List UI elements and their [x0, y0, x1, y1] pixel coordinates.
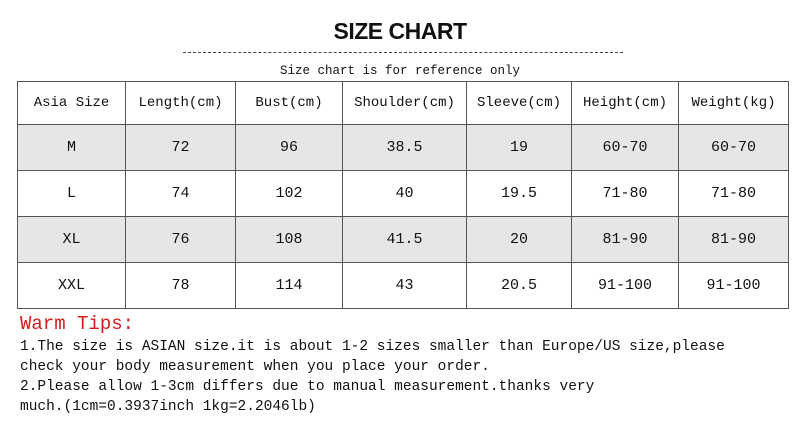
table-cell: 91-100 — [678, 262, 789, 309]
size-table: Asia Size Length(cm) Bust(cm) Shoulder(c… — [17, 81, 789, 309]
table-cell: 91-100 — [571, 262, 679, 309]
dashed-divider — [183, 52, 623, 53]
table-cell: XL — [17, 216, 126, 263]
subtitle: Size chart is for reference only — [279, 64, 521, 78]
table-cell: 20.5 — [466, 262, 572, 309]
table-cell: 76 — [125, 216, 236, 263]
table-cell: 78 — [125, 262, 236, 309]
column-header: Bust(cm) — [235, 81, 343, 125]
page-title: SIZE CHART — [333, 18, 468, 44]
table-cell: XXL — [17, 262, 126, 309]
table-row: XXL 78 114 43 20.5 91-100 91-100 — [17, 262, 789, 309]
table-cell: 43 — [342, 262, 467, 309]
table-cell: M — [17, 124, 126, 171]
column-header: Asia Size — [17, 81, 126, 125]
column-header: Shoulder(cm) — [342, 81, 467, 125]
warm-tips-heading: Warm Tips: — [20, 313, 135, 335]
table-cell: 81-90 — [571, 216, 679, 263]
table-row: M 72 96 38.5 19 60-70 60-70 — [17, 124, 789, 171]
table-row: L 74 102 40 19.5 71-80 71-80 — [17, 170, 789, 217]
table-cell: 19 — [466, 124, 572, 171]
column-header: Sleeve(cm) — [466, 81, 572, 125]
tip-line: 1.The size is ASIAN size.it is about 1-2… — [20, 339, 725, 355]
table-cell: 108 — [235, 216, 343, 263]
table-cell: L — [17, 170, 126, 217]
table-cell: 60-70 — [678, 124, 789, 171]
column-header: Weight(kg) — [678, 81, 789, 125]
column-header: Length(cm) — [125, 81, 236, 125]
tip-line: check your body measurement when you pla… — [20, 359, 490, 375]
table-cell: 38.5 — [342, 124, 467, 171]
table-cell: 72 — [125, 124, 236, 171]
table-cell: 60-70 — [571, 124, 679, 171]
tip-line: 2.Please allow 1-3cm differs due to manu… — [20, 379, 595, 395]
table-cell: 114 — [235, 262, 343, 309]
table-cell: 40 — [342, 170, 467, 217]
table-row: XL 76 108 41.5 20 81-90 81-90 — [17, 216, 789, 263]
table-header-row: Asia Size Length(cm) Bust(cm) Shoulder(c… — [17, 81, 789, 125]
tip-line: much.(1cm=0.3937inch 1kg=2.2046lb) — [20, 399, 316, 415]
table-cell: 96 — [235, 124, 343, 171]
table-cell: 74 — [125, 170, 236, 217]
table-cell: 20 — [466, 216, 572, 263]
table-cell: 71-80 — [678, 170, 789, 217]
table-cell: 81-90 — [678, 216, 789, 263]
table-cell: 102 — [235, 170, 343, 217]
table-cell: 71-80 — [571, 170, 679, 217]
table-cell: 19.5 — [466, 170, 572, 217]
column-header: Height(cm) — [571, 81, 679, 125]
table-cell: 41.5 — [342, 216, 467, 263]
